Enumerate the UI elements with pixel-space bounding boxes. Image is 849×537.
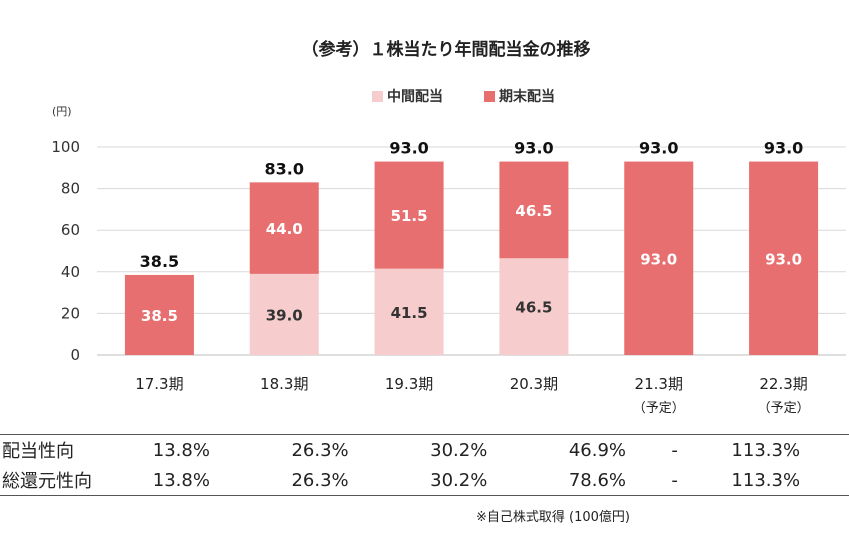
bar-interim (249, 273, 319, 355)
x-tick-note: （予定） (633, 401, 685, 416)
x-tick-label: 18.3期 (260, 375, 308, 393)
legend-swatch (372, 91, 383, 102)
bar-interim (499, 258, 569, 355)
bar-year-end (374, 161, 444, 269)
legend: 中間配当 期末配当 (372, 88, 555, 105)
legend-swatch (484, 91, 495, 102)
segment-label: 46.5 (515, 202, 552, 220)
total-label: 93.0 (764, 139, 803, 158)
total-label: 93.0 (514, 139, 553, 158)
table-cell: 30.2% (389, 434, 529, 465)
x-tick-label: 17.3期 (135, 375, 183, 393)
total-label: 93.0 (389, 139, 428, 158)
row-label: 配当性向 (0, 434, 112, 465)
row-label: 総還元性向 (0, 465, 112, 496)
segment-label: 51.5 (391, 207, 428, 225)
x-tick-label: 21.3期 (635, 375, 683, 393)
bars: 38.5 38.5 39.0 44.0 83.0 41.5 51.5 93.0 46.5 46.5… (124, 139, 819, 355)
segment-label: 93.0 (640, 250, 677, 268)
y-tick-label: 0 (70, 346, 80, 364)
table-cell: 30.2% (389, 465, 529, 496)
legend-label: 期末配当 (499, 88, 555, 105)
bar-year-end (499, 161, 569, 259)
footnote: ※自己株式取得 (100億円) (476, 510, 630, 525)
segment-label: 46.5 (515, 299, 552, 317)
x-tick-label: 22.3期 (759, 375, 807, 393)
total-label: 93.0 (639, 139, 678, 158)
y-tick-label: 80 (61, 180, 80, 198)
total-label: 38.5 (140, 252, 179, 271)
bar-year-end (624, 161, 694, 355)
table-cell: 26.3% (250, 465, 390, 496)
y-tick-label: 20 (61, 304, 80, 322)
bar-year-end (124, 274, 194, 355)
y-axis-unit: (円) (52, 105, 72, 118)
dividend-chart: （参考）１株当たり年間配当金の推移 中間配当 期末配当 (円) 0 20 40 60 80… (51, 39, 846, 416)
x-tick-note: （予定） (758, 401, 810, 416)
y-tick-label: 40 (61, 263, 80, 281)
segment-label: 93.0 (765, 250, 802, 268)
table-cell: 13.8% (112, 465, 251, 496)
y-tick-label: 60 (61, 221, 80, 239)
y-axis-ticks: 0 20 40 60 80 100 (51, 138, 80, 364)
table-cell: 13.8% (112, 434, 251, 465)
table-cell: 113.3% (682, 434, 849, 465)
payout-ratio-table: 配当性向 13.8% 26.3% 30.2% 46.9% - 113.3% 総還… (0, 434, 849, 496)
y-tick-label: 100 (51, 138, 80, 156)
segment-label: 38.5 (141, 307, 178, 325)
segment-label: 44.0 (266, 220, 303, 238)
legend-label: 中間配当 (387, 88, 443, 105)
table-cell: - (666, 465, 683, 496)
x-tick-label: 20.3期 (510, 375, 558, 393)
gridlines (97, 146, 846, 356)
bar-interim (374, 268, 444, 355)
table-cell: 78.6% (528, 465, 667, 496)
chart-title: （参考）１株当たり年間配当金の推移 (302, 39, 591, 60)
table-cell: 113.3% (682, 465, 849, 496)
bar-year-end (249, 182, 319, 274)
total-label: 83.0 (265, 159, 304, 178)
segment-label: 39.0 (266, 306, 303, 324)
bar-year-end (749, 161, 819, 355)
table-cell: 26.3% (250, 434, 390, 465)
table-cell: - (666, 434, 683, 465)
table-cell: 46.9% (528, 434, 667, 465)
x-tick-label: 19.3期 (385, 375, 433, 393)
table-row-payout-ratio: 配当性向 13.8% 26.3% 30.2% 46.9% - 113.3% (0, 434, 849, 465)
table-row-total-return-ratio: 総還元性向 13.8% 26.3% 30.2% 78.6% - 113.3% (0, 465, 849, 496)
x-axis-ticks: 17.3期 18.3期 19.3期 20.3期 21.3期 （予定） 22.3期 （予定） (135, 375, 809, 416)
segment-label: 41.5 (391, 304, 428, 322)
